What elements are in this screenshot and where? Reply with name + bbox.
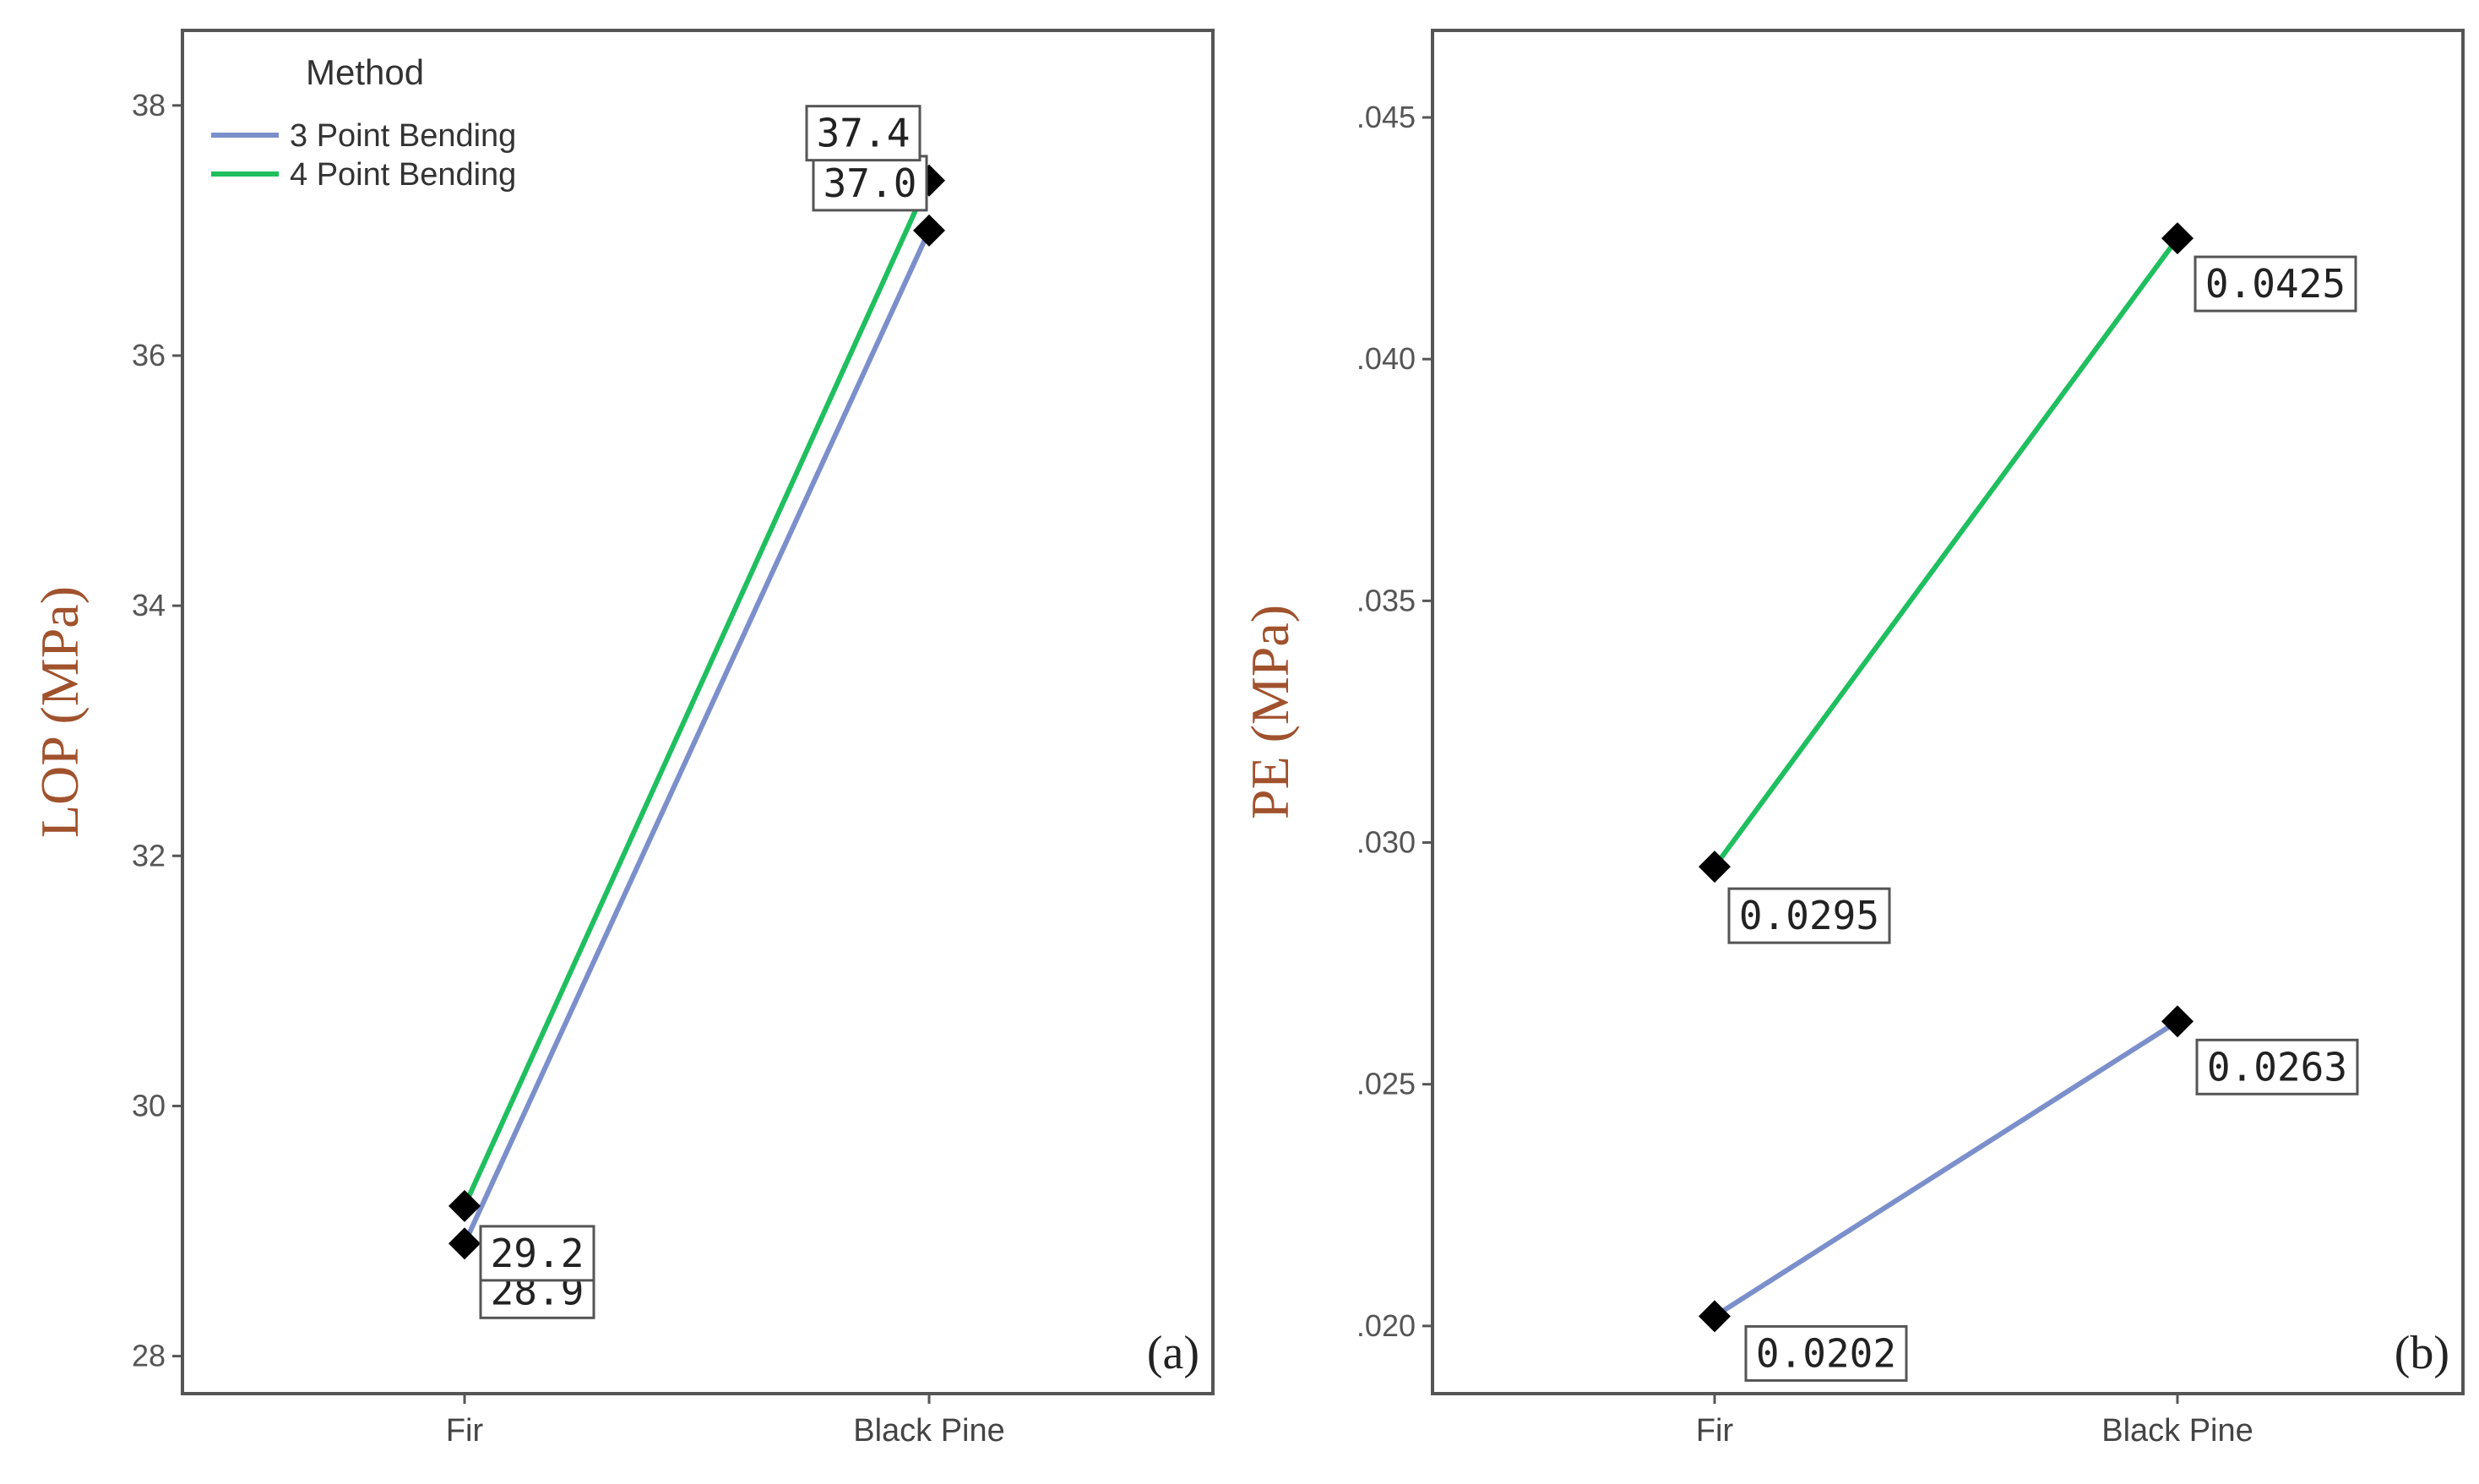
legend: Method 3 Point Bending 4 Point Bending (211, 52, 516, 193)
series-line-0 (462, 229, 932, 1245)
y-tick-label: 32 (132, 838, 166, 872)
y-axis-label-a: LOP (MPa) (30, 586, 90, 838)
data-label-box (2194, 255, 2357, 313)
legend-title: Method (306, 52, 424, 92)
panel-tag-a: (a) (1147, 1327, 1199, 1379)
data-label-text: 0.0263 (2207, 1044, 2347, 1090)
chart-panel-b: .020 .025 .030 .035 .040 .045 Fir Black Pine P… (1240, 29, 2465, 1449)
y-tick-label: 38 (132, 88, 166, 122)
panel-tag-b: (b) (2395, 1327, 2449, 1379)
legend-label-3-point-bending: 3 Point Bending (290, 118, 516, 154)
data-label: 37.0 (812, 155, 928, 212)
series-line-0 (1713, 1019, 2179, 1318)
y-tick-label: 30 (132, 1088, 166, 1123)
y-tick-label: .020 (1356, 1308, 1416, 1343)
data-point-marker (913, 214, 945, 247)
y-tick-label: .045 (1356, 100, 1416, 134)
data-label-text: 0.0202 (1756, 1330, 1896, 1376)
series-line-1 (462, 179, 932, 1208)
data-label-box (2195, 1038, 2359, 1095)
series-line-1 (1712, 236, 2180, 868)
x-tick-label: Black Pine (853, 1413, 1005, 1449)
data-label: 0.0263 (2195, 1038, 2359, 1095)
y-tick-label: 36 (132, 338, 166, 372)
data-label-text: 0.0425 (2205, 261, 2346, 307)
y-tick-label: .025 (1356, 1067, 1416, 1101)
y-axis-ticks-a: 28 30 32 34 36 38 (132, 88, 182, 1373)
y-tick-label: 28 (132, 1339, 166, 1373)
y-tick-label: .035 (1356, 583, 1416, 617)
data-label: 37.4 (805, 105, 921, 162)
data-label-text: 37.0 (824, 160, 917, 206)
data-label-text: 0.0295 (1739, 893, 1879, 938)
x-axis-ticks-b: Fir Black Pine (1696, 1394, 2253, 1449)
data-label-text: 29.2 (491, 1231, 584, 1276)
legend-label-4-point-bending: 4 Point Bending (290, 157, 516, 193)
x-tick-label: Black Pine (2101, 1413, 2253, 1449)
data-label-text: 37.4 (817, 111, 911, 156)
x-axis-ticks-a: Fir Black Pine (446, 1394, 1005, 1449)
plot-frame-b (1431, 29, 2465, 1395)
y-tick-label: 34 (132, 588, 166, 622)
y-tick-label: .030 (1356, 825, 1416, 860)
y-axis-ticks-b: .020 .025 .030 .035 .040 .045 (1356, 100, 1432, 1343)
y-axis-label-b: PE (MPa) (1240, 605, 1300, 819)
y-tick-label: .040 (1356, 341, 1416, 376)
data-point-marker (2161, 1005, 2194, 1038)
data-point-marker (449, 1227, 481, 1260)
data-label: 0.0202 (1744, 1324, 1908, 1382)
data-label-box (479, 1225, 595, 1282)
data-label: 29.2 (479, 1225, 595, 1282)
x-tick-label: Fir (446, 1413, 484, 1449)
x-tick-label: Fir (1696, 1413, 1734, 1449)
data-label-box (805, 105, 921, 162)
series-layer-b: 0.0202 0.0263 0.0295 0.0425 (1699, 222, 2359, 1382)
chart-panel-a: 28 30 32 34 36 38 Fir Black Pine LOP (MPa) (a)… (30, 29, 1215, 1449)
data-point-marker (1699, 1300, 1731, 1333)
data-label-box (812, 155, 928, 212)
data-point-marker (1699, 851, 1731, 883)
data-label: 0.0425 (2194, 255, 2357, 313)
data-label-box (1727, 887, 1891, 944)
series-layer-a: 28.937.029.237.4 (449, 105, 945, 1319)
plot-frame-a (181, 29, 1215, 1395)
data-label: 0.0295 (1727, 887, 1891, 944)
data-point-marker (2161, 222, 2194, 255)
data-label-box (1744, 1324, 1908, 1382)
data-point-marker (449, 1189, 481, 1222)
